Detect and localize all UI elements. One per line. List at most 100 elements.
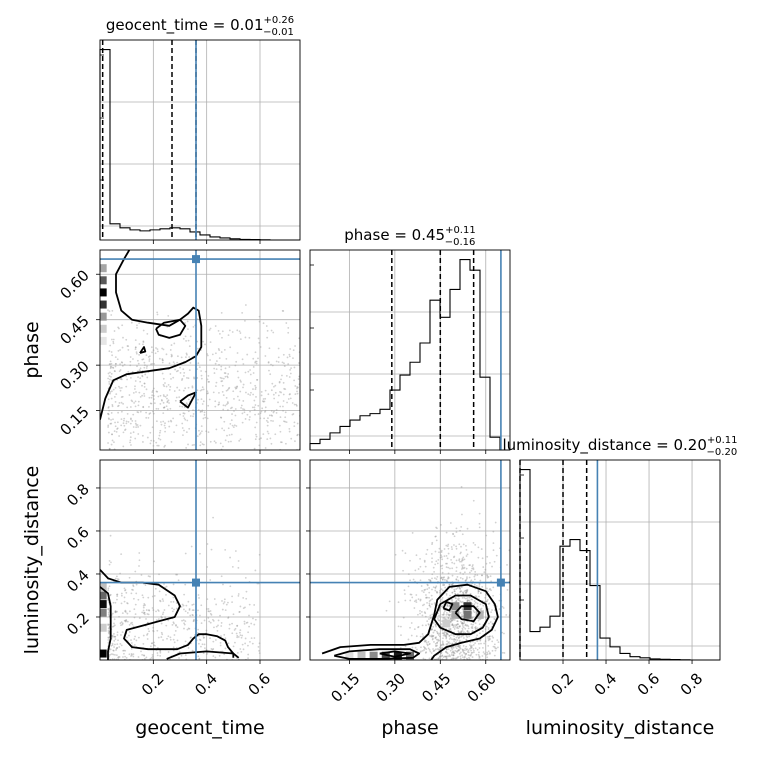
panel-geocent-time-vs-luminosity-distance-point bbox=[120, 594, 123, 597]
panel-geocent-time-vs-phase-point bbox=[284, 388, 287, 391]
panel-phase-vs-luminosity-distance-point bbox=[404, 599, 407, 602]
panel-geocent-time-vs-phase-point bbox=[124, 429, 126, 432]
panel-geocent-time-vs-phase-point bbox=[223, 420, 226, 423]
panel-phase-vs-luminosity-distance-point bbox=[447, 648, 450, 651]
panel-phase-vs-luminosity-distance-point bbox=[425, 553, 428, 556]
panel-phase-vs-luminosity-distance-point bbox=[425, 648, 428, 651]
panel-geocent-time-vs-luminosity-distance-point bbox=[233, 629, 236, 631]
panel-phase-vs-luminosity-distance-point bbox=[409, 599, 412, 602]
panel-geocent-time-vs-phase-point bbox=[254, 438, 257, 441]
panel-geocent-time-vs-phase-point bbox=[108, 447, 111, 450]
panel-phase-vs-luminosity-distance-point bbox=[465, 591, 467, 594]
panel-geocent-time-vs-phase-contour bbox=[100, 250, 203, 420]
panel-geocent-time-vs-luminosity-distance-point bbox=[249, 640, 251, 643]
panel-phase-vs-luminosity-distance-point bbox=[467, 649, 470, 652]
panel-geocent-time-vs-phase-point bbox=[178, 405, 181, 408]
panel-geocent-time-vs-phase-point bbox=[163, 424, 166, 427]
panel-geocent-time-vs-phase-point bbox=[147, 417, 150, 419]
panel-geocent-time-vs-phase-point bbox=[141, 394, 144, 397]
panel-phase-vs-luminosity-distance-point bbox=[457, 579, 460, 582]
panel-geocent-time-vs-phase-point bbox=[236, 385, 238, 388]
panel-geocent-time-vs-luminosity-distance-point bbox=[197, 628, 199, 631]
panel-phase-vs-luminosity-distance-point bbox=[468, 656, 470, 659]
panel-geocent-time-vs-luminosity-distance-point bbox=[114, 610, 117, 613]
panel-phase-vs-luminosity-distance-point bbox=[435, 648, 437, 651]
panel-phase-vs-luminosity-distance-point bbox=[450, 598, 453, 601]
panel-geocent-time-vs-phase-point bbox=[289, 372, 292, 375]
panel-geocent-time-vs-luminosity-distance-point bbox=[112, 649, 115, 652]
panel-geocent-time-vs-phase-point bbox=[234, 414, 237, 417]
panel-geocent-time-vs-phase-point bbox=[202, 400, 205, 403]
panel-phase-vs-luminosity-distance-point bbox=[478, 583, 481, 586]
panel-geocent-time-vs-phase-point bbox=[166, 400, 169, 403]
panel-geocent-time-vs-luminosity-distance-point bbox=[131, 623, 134, 626]
panel-phase-vs-luminosity-distance-point bbox=[446, 643, 449, 646]
panel-phase-vs-luminosity-distance-point bbox=[486, 656, 489, 659]
panel-geocent-time-vs-luminosity-distance-point bbox=[108, 559, 111, 562]
panel-geocent-time-vs-phase-point bbox=[231, 454, 233, 456]
panel-geocent-time-vs-luminosity-distance-point bbox=[107, 608, 109, 610]
panel-phase-vs-luminosity-distance-point bbox=[423, 559, 426, 562]
panel-geocent-time-vs-phase-point bbox=[118, 327, 120, 330]
panel-geocent-time-vs-phase-point bbox=[120, 401, 123, 404]
panel-phase-vs-luminosity-distance-point bbox=[486, 599, 489, 601]
panel-geocent-time-vs-phase-point bbox=[169, 373, 172, 375]
panel-geocent-time-vs-phase-point bbox=[272, 420, 274, 422]
panel-phase-vs-luminosity-distance-point bbox=[438, 614, 440, 617]
panel-geocent-time-vs-phase-point bbox=[235, 425, 238, 427]
panel-phase-vs-luminosity-distance-point bbox=[491, 635, 494, 638]
panel-geocent-time-vs-phase-point bbox=[244, 371, 247, 374]
panel-phase-vs-luminosity-distance-point bbox=[460, 586, 463, 589]
panel-geocent-time-vs-phase-point bbox=[189, 415, 192, 417]
panel-geocent-time-vs-phase-point bbox=[182, 389, 185, 392]
panel-geocent-time-vs-phase-point bbox=[119, 389, 122, 392]
panel-geocent-time-vs-luminosity-distance-point bbox=[202, 634, 205, 637]
panel-phase-vs-luminosity-distance-point bbox=[455, 623, 458, 626]
panel-geocent-time-vs-luminosity-distance-point bbox=[143, 613, 146, 616]
panel-geocent-time-vs-phase-point bbox=[188, 427, 191, 430]
panel-phase-vs-luminosity-distance-point bbox=[421, 589, 423, 592]
panel-geocent-time-vs-phase-point bbox=[255, 362, 258, 365]
panel-geocent-time-vs-phase-point bbox=[157, 407, 160, 410]
panel-geocent-time-vs-phase-point bbox=[260, 410, 263, 413]
panel-geocent-time-vs-phase-point bbox=[132, 431, 135, 434]
panel-geocent-time-vs-phase-point bbox=[164, 395, 167, 398]
panel-geocent-time-vs-phase-point bbox=[264, 397, 267, 400]
panel-geocent-time-vs-phase-point bbox=[171, 354, 173, 357]
panel-geocent-time-vs-phase-point bbox=[167, 399, 170, 402]
panel-geocent-time-vs-phase-point bbox=[150, 363, 152, 366]
panel-geocent-time-vs-phase-point bbox=[297, 386, 299, 389]
panel-phase-vs-luminosity-distance-point bbox=[497, 646, 499, 649]
panel-geocent-time-vs-phase-point bbox=[198, 433, 201, 436]
panel-geocent-time-vs-luminosity-distance-point bbox=[152, 630, 155, 633]
panel-geocent-time-vs-phase-point bbox=[115, 363, 117, 365]
panel-geocent-time-vs-phase-point bbox=[153, 398, 155, 401]
panel-geocent-time-vs-phase-point bbox=[271, 364, 274, 367]
panel-phase-vs-luminosity-distance-point bbox=[431, 635, 434, 638]
panel-geocent-time-vs-phase-point bbox=[220, 416, 223, 419]
panel-geocent-time-vs-luminosity-distance-point bbox=[120, 553, 123, 556]
panel-phase-vs-luminosity-distance-point bbox=[473, 575, 476, 578]
panel-phase-vs-luminosity-distance-point bbox=[459, 631, 462, 634]
panel-phase-vs-luminosity-distance-point bbox=[421, 614, 424, 617]
panel-phase-vs-luminosity-distance-point bbox=[459, 560, 461, 563]
panel-phase-vs-luminosity-distance-point bbox=[485, 600, 488, 603]
panel-phase-vs-luminosity-distance-point bbox=[420, 650, 422, 653]
panel-phase-vs-luminosity-distance-point bbox=[455, 578, 458, 581]
panel-phase-vs-luminosity-distance-point bbox=[450, 654, 453, 656]
panel-phase-vs-luminosity-distance-point bbox=[435, 539, 438, 542]
panel-phase-vs-luminosity-distance-point bbox=[458, 631, 460, 634]
panel-geocent-time-vs-luminosity-distance-point bbox=[184, 583, 187, 586]
panel-geocent-time-vs-luminosity-distance-point bbox=[187, 600, 190, 603]
panel-phase-vs-luminosity-distance-point bbox=[478, 651, 480, 654]
panel-geocent-time-vs-phase-point bbox=[121, 361, 124, 364]
panel-phase-vs-luminosity-distance-point bbox=[436, 575, 439, 578]
panel-geocent-time-vs-phase-point bbox=[152, 349, 155, 352]
panel-geocent-time-vs-phase-point bbox=[163, 385, 166, 388]
panel-geocent-time-vs-phase-point bbox=[125, 338, 128, 341]
panel-geocent-time-vs-luminosity-distance-point bbox=[107, 631, 110, 634]
panel-geocent-time-vs-phase-point bbox=[162, 348, 165, 351]
panel-phase-vs-luminosity-distance-point bbox=[473, 600, 476, 602]
panel-geocent-time-vs-luminosity-distance-point bbox=[250, 622, 253, 625]
panel-geocent-time-vs-luminosity-distance-point bbox=[222, 583, 224, 586]
